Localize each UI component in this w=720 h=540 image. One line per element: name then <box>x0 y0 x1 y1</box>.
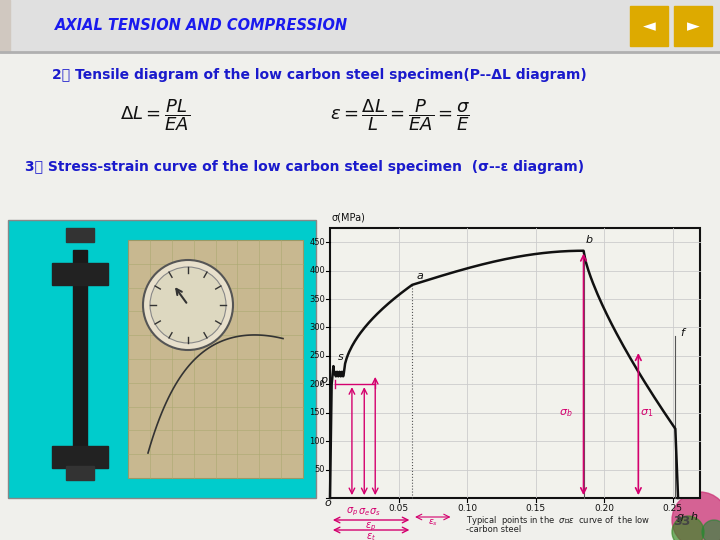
Text: 0.05: 0.05 <box>389 504 408 513</box>
Text: h: h <box>690 512 698 522</box>
Text: 33: 33 <box>673 515 690 528</box>
Text: $\varepsilon = \dfrac{\Delta L}{L} = \dfrac{P}{EA} = \dfrac{\sigma}{E}$: $\varepsilon = \dfrac{\Delta L}{L} = \df… <box>330 97 470 133</box>
Text: 300: 300 <box>309 323 325 332</box>
Text: -carbon steel: -carbon steel <box>466 525 521 534</box>
Bar <box>52 263 108 285</box>
Text: a: a <box>416 271 423 281</box>
Bar <box>674 6 712 46</box>
Text: $\varepsilon_s$: $\varepsilon_s$ <box>428 518 438 529</box>
Text: p: p <box>320 375 327 385</box>
Bar <box>630 6 668 46</box>
Text: o: o <box>324 498 330 508</box>
Bar <box>0 0 720 52</box>
Text: $\sigma_b$: $\sigma_b$ <box>559 407 572 418</box>
Text: 0.10: 0.10 <box>457 504 477 513</box>
Circle shape <box>672 516 704 540</box>
Text: 400: 400 <box>310 266 325 275</box>
Bar <box>66 466 94 480</box>
Text: b: b <box>585 234 593 245</box>
Bar <box>330 228 700 498</box>
Text: $\sigma_p$: $\sigma_p$ <box>346 506 358 518</box>
Text: σ(MPa): σ(MPa) <box>332 213 366 223</box>
Text: 150: 150 <box>310 408 325 417</box>
Text: 200: 200 <box>310 380 325 389</box>
Text: f: f <box>680 328 684 338</box>
Text: AXIAL TENSION AND COMPRESSION: AXIAL TENSION AND COMPRESSION <box>55 18 348 33</box>
Bar <box>66 228 94 242</box>
Text: 50: 50 <box>315 465 325 474</box>
Bar <box>0 0 10 52</box>
Text: s: s <box>338 352 343 362</box>
Bar <box>73 250 87 468</box>
Circle shape <box>150 267 226 343</box>
Text: g: g <box>676 512 683 522</box>
Text: $\Delta L = \dfrac{PL}{EA}$: $\Delta L = \dfrac{PL}{EA}$ <box>120 97 190 133</box>
Text: ►: ► <box>687 17 699 35</box>
Text: $\sigma_e$: $\sigma_e$ <box>359 506 370 518</box>
Text: $\varepsilon_p$: $\varepsilon_p$ <box>366 521 377 534</box>
Text: 0.15: 0.15 <box>526 504 546 513</box>
Text: $\sigma_1$: $\sigma_1$ <box>639 407 653 418</box>
Text: 250: 250 <box>310 352 325 360</box>
Circle shape <box>143 260 233 350</box>
Text: $\varepsilon_t$: $\varepsilon_t$ <box>366 531 376 540</box>
Text: 350: 350 <box>309 294 325 303</box>
Text: 3、 Stress-strain curve of the low carbon steel specimen  (σ--ε diagram): 3、 Stress-strain curve of the low carbon… <box>25 160 584 174</box>
Text: Typical  points in the  $\sigma$－$\varepsilon$  curve of  the low: Typical points in the $\sigma$－$\varepsi… <box>466 514 650 527</box>
Circle shape <box>672 492 720 540</box>
Text: 2、 Tensile diagram of the low carbon steel specimen(P--ΔL diagram): 2、 Tensile diagram of the low carbon ste… <box>52 68 587 82</box>
Circle shape <box>702 520 720 540</box>
Text: ◄: ◄ <box>643 17 655 35</box>
Text: $\sigma_s$: $\sigma_s$ <box>369 506 381 518</box>
Text: 450: 450 <box>310 238 325 247</box>
Text: 0.20: 0.20 <box>594 504 614 513</box>
Text: 100: 100 <box>310 437 325 445</box>
Text: 0.25: 0.25 <box>662 504 683 513</box>
Bar <box>128 240 303 478</box>
Bar <box>8 220 316 498</box>
Bar <box>52 446 108 468</box>
